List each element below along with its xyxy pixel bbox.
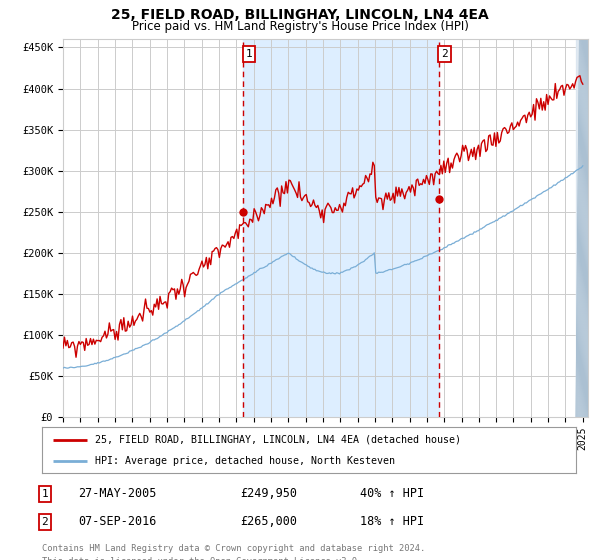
Text: 40% ↑ HPI: 40% ↑ HPI [360,487,424,501]
Text: 2: 2 [41,517,49,527]
Text: 25, FIELD ROAD, BILLINGHAY, LINCOLN, LN4 4EA (detached house): 25, FIELD ROAD, BILLINGHAY, LINCOLN, LN4… [95,435,461,445]
Text: £249,950: £249,950 [240,487,297,501]
Text: 18% ↑ HPI: 18% ↑ HPI [360,515,424,529]
Text: 1: 1 [246,49,253,59]
Bar [243,39,439,417]
Text: £265,000: £265,000 [240,515,297,529]
Bar [576,39,588,417]
Text: Contains HM Land Registry data © Crown copyright and database right 2024.
This d: Contains HM Land Registry data © Crown c… [42,544,425,560]
Text: 27-MAY-2005: 27-MAY-2005 [78,487,157,501]
Text: 25, FIELD ROAD, BILLINGHAY, LINCOLN, LN4 4EA: 25, FIELD ROAD, BILLINGHAY, LINCOLN, LN4… [111,8,489,22]
Text: 07-SEP-2016: 07-SEP-2016 [78,515,157,529]
Bar [576,39,588,417]
Text: Price paid vs. HM Land Registry's House Price Index (HPI): Price paid vs. HM Land Registry's House … [131,20,469,32]
Text: HPI: Average price, detached house, North Kesteven: HPI: Average price, detached house, Nort… [95,456,395,466]
Text: 1: 1 [41,489,49,499]
Text: 2: 2 [441,49,448,59]
